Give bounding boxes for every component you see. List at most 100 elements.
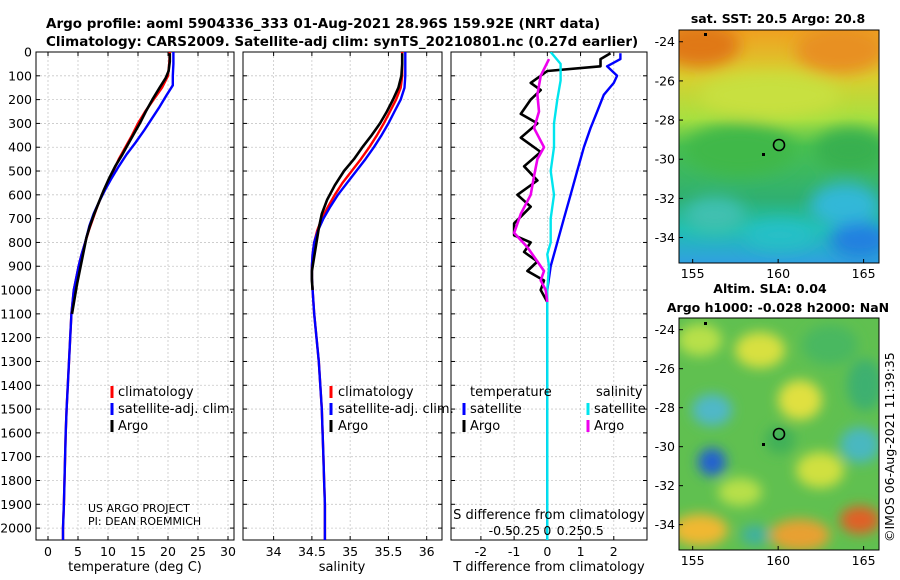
x-tick-label: 0 [543, 544, 551, 559]
x-tick-label: -2 [475, 544, 487, 559]
x-tick-label: 30 [220, 544, 236, 559]
difference-grid [451, 51, 647, 540]
y-tick-label: 500 [8, 164, 32, 179]
s-tick-label: -0.25 [508, 523, 540, 538]
temperature-grid [36, 51, 234, 540]
y-tick-label: 1800 [0, 473, 32, 488]
x-tick-label: 0 [44, 544, 52, 559]
sst-map-ticks: 155 160 165 -24 -26 -28 -30 -32 -34 [655, 34, 876, 281]
sla-map-title-line2: Argo h1000: -0.028 h2000: NaN [667, 300, 889, 315]
s-difference-label: S difference from climatology [453, 508, 645, 523]
map-y-tick-label: -24 [655, 34, 675, 49]
y-tick-label: 100 [8, 68, 32, 83]
temperature-xlabel: temperature (deg C) [68, 560, 202, 575]
legend-label-satellite-clim: satellite-adj. clim. [118, 402, 234, 417]
pi-annotation: PI: DEAN ROEMMICH [88, 515, 201, 528]
y-tick-label: 800 [8, 235, 32, 250]
y-tick-label: 1000 [0, 283, 32, 298]
y-tick-label: 1900 [0, 497, 32, 512]
salinity-series [310, 52, 407, 540]
s-difference-ticks: -0.5-0.25 0 0.25 0.5 [489, 523, 604, 538]
legend-label-argo: Argo [338, 419, 368, 434]
legend-heading-salinity: salinity [596, 385, 643, 400]
y-tick-label: 1500 [0, 402, 32, 417]
y-tick-label: 1700 [0, 449, 32, 464]
series-line-s-satellite [546, 52, 562, 540]
salinity-panel: 34 34.5 35 35.5 36 salinity climatology sate… [242, 51, 454, 575]
map-y-tick-label: -32 [655, 191, 675, 206]
legend-label-t-argo: Argo [470, 419, 500, 434]
sla-point-marker [704, 322, 707, 325]
map-x-tick-label: 165 [852, 266, 876, 281]
x-tick-label: 36 [419, 544, 435, 559]
temperature-series [61, 52, 175, 540]
map-x-tick-label: 155 [681, 553, 705, 568]
map-x-tick-label: 160 [766, 266, 790, 281]
temperature-ticks: 0100200300400500600700800900100011001200… [0, 45, 236, 560]
x-tick-label: 10 [100, 544, 116, 559]
temperature-panel: 0100200300400500600700800900100011001200… [0, 45, 236, 576]
difference-ticks: -2 -1 0 1 2 [451, 51, 647, 559]
sla-map-ticks: 155 160 165 -24 -26 -28 -30 -32 -34 [655, 322, 876, 568]
figure-title-line1: Argo profile: aoml 5904336_333 01-Aug-20… [46, 16, 600, 32]
difference-panel: -2 -1 0 1 2 T difference from climatology S … [450, 51, 648, 575]
map-x-tick-label: 155 [681, 266, 705, 281]
x-tick-label: 35.5 [375, 544, 403, 559]
x-tick-label: 15 [130, 544, 146, 559]
y-tick-label: 1400 [0, 378, 32, 393]
s-tick-label: 0.25 [557, 523, 585, 538]
sla-argo-marker [772, 427, 786, 441]
x-tick-label: 5 [74, 544, 82, 559]
map-y-tick-label: -34 [655, 230, 675, 245]
y-tick-label: 300 [8, 116, 32, 131]
map-y-tick-label: -32 [655, 478, 675, 493]
x-tick-label: 20 [160, 544, 176, 559]
y-tick-label: 900 [8, 259, 32, 274]
sla-map-image [679, 318, 879, 550]
map-x-tick-label: 160 [766, 553, 790, 568]
difference-legend: temperature salinity satellite Argo sate… [462, 385, 646, 434]
y-tick-label: 700 [8, 211, 32, 226]
y-tick-label: 1100 [0, 306, 32, 321]
x-tick-label: 25 [190, 544, 206, 559]
legend-label-t-satellite: satellite [470, 402, 522, 417]
map-x-tick-label: 165 [852, 553, 876, 568]
map-y-tick-label: -34 [655, 517, 675, 532]
series-line-t-satellite [546, 53, 622, 540]
series-line-satellite-adj-clim [61, 52, 175, 540]
salinity-xlabel: salinity [319, 560, 366, 575]
y-tick-label: 0 [24, 45, 32, 60]
legend-label-climatology: climatology [118, 385, 194, 400]
series-line-argo [70, 53, 172, 315]
difference-frame [450, 51, 648, 541]
x-tick-label: 1 [577, 544, 585, 559]
sst-point-marker [704, 33, 707, 36]
x-tick-label: 2 [610, 544, 618, 559]
x-tick-label: 34.5 [298, 544, 326, 559]
sst-point-marker [762, 153, 765, 156]
y-tick-label: 400 [8, 140, 32, 155]
map-y-tick-label: -28 [655, 113, 675, 128]
series-line-argo [310, 53, 404, 291]
sla-map-title-line1: Altim. SLA: 0.04 [713, 281, 827, 296]
series-line-satellite-adj-clim [310, 52, 407, 540]
legend-label-s-argo: Argo [594, 419, 624, 434]
sla-point-marker [762, 443, 765, 446]
legend-label-s-satellite: satellite [594, 402, 646, 417]
legend-heading-temperature: temperature [470, 385, 552, 400]
sst-map-panel: sat. SST: 20.5 Argo: 20.8 155 160 165 -24 -2… [655, 11, 880, 281]
legend-label-argo: Argo [118, 419, 148, 434]
map-y-tick-label: -28 [655, 400, 675, 415]
sla-map-panel: Altim. SLA: 0.04 Argo h1000: -0.028 h200… [655, 281, 890, 568]
legend-label-satellite-clim: satellite-adj. clim. [338, 402, 454, 417]
map-y-tick-label: -26 [655, 361, 675, 376]
y-tick-label: 1200 [0, 330, 32, 345]
sst-argo-marker [772, 138, 786, 152]
map-y-tick-label: -30 [655, 152, 675, 167]
series-line-climatology [61, 52, 171, 540]
y-tick-label: 600 [8, 187, 32, 202]
y-tick-label: 1300 [0, 354, 32, 369]
legend-label-climatology: climatology [338, 385, 414, 400]
series-line-t-argo [512, 52, 612, 303]
series-line-s-argo [512, 58, 551, 303]
